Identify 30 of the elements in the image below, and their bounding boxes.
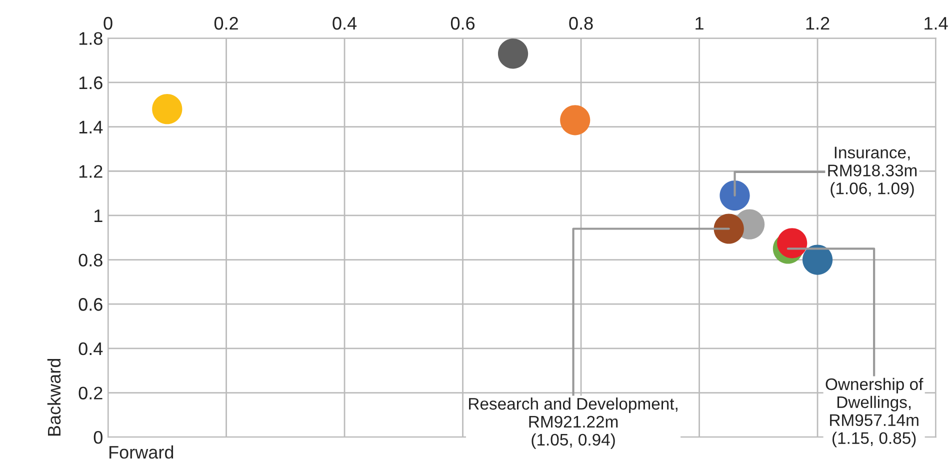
point bbox=[802, 244, 833, 275]
point bbox=[720, 180, 750, 211]
x-tick-label: 0.8 bbox=[569, 16, 593, 30]
x-tick-label: 1.4 bbox=[924, 17, 948, 30]
y-tick-label: 0.8 bbox=[78, 254, 102, 267]
point bbox=[498, 38, 528, 69]
point bbox=[152, 94, 182, 124]
annotation: Ownership of Dwellings, RM957.14m (1.15, 0.85) bbox=[826, 378, 924, 448]
y-tick-label: 1.2 bbox=[79, 165, 102, 178]
x-tick-label: 0 bbox=[104, 16, 112, 30]
y-tick-label: 0.6 bbox=[78, 298, 102, 311]
y-axis-title: Backward bbox=[47, 358, 61, 436]
x-axis-title: Forward bbox=[110, 445, 174, 459]
y-tick-label: 1.6 bbox=[79, 76, 102, 90]
annotation: Insurance, RM918.33m (1.06, 1.09) bbox=[828, 146, 917, 198]
x-tick-label: 1 bbox=[696, 17, 704, 30]
x-tick-label: 1.2 bbox=[806, 16, 830, 30]
y-tick-label: 1.8 bbox=[79, 32, 102, 45]
point bbox=[714, 214, 744, 244]
point bbox=[560, 105, 590, 136]
y-tick-label: 1.4 bbox=[79, 120, 103, 134]
y-tick-label: 1 bbox=[94, 210, 102, 222]
x-tick-label: 0.6 bbox=[450, 16, 475, 30]
y-tick-label: 0.2 bbox=[78, 386, 102, 400]
x-tick-label: 0.2 bbox=[214, 16, 238, 30]
annotation: Research and Development, RM921.22m (1.05, 0.94) bbox=[469, 397, 678, 449]
x-tick-label: 0.4 bbox=[332, 16, 357, 30]
y-tick-label: 0.4 bbox=[78, 342, 103, 356]
y-tick-label: 0 bbox=[94, 431, 102, 444]
point bbox=[777, 228, 808, 258]
